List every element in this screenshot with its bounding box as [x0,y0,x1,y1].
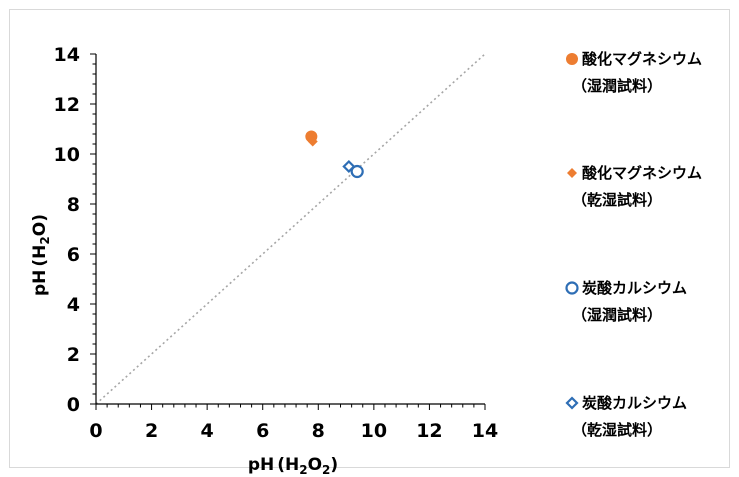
legend-label: 炭酸カルシウム [582,279,687,297]
y-tick-label: 2 [67,344,80,366]
x-tick-label: 2 [145,420,158,442]
y-tick-label: 14 [54,44,80,66]
legend-marker [567,168,577,178]
y-tick-label: 4 [67,294,80,316]
legend-label: 酸化マグネシウム [582,50,702,68]
chart-area [9,9,730,468]
legend-marker [565,396,579,410]
x-tick-label: 10 [361,420,387,442]
y-tick-label: 6 [67,244,80,266]
data-point [350,164,364,179]
y-tick-label: 0 [67,394,80,416]
x-tick-label: 4 [201,420,214,442]
reference-line [95,53,486,405]
x-tick-label: 8 [312,420,325,442]
legend-marker [566,53,578,65]
y-tick-label: 12 [54,94,80,116]
x-tick-label: 12 [416,420,442,442]
legend-label: 炭酸カルシウム [582,394,687,412]
tick-labels: 00 2 2 4 4 6 6 8 8 10 10 12 12 14 14 [54,44,499,442]
legend-entry: 酸化マグネシウム （湿潤試料） [566,50,702,95]
x-tick-label: 14 [472,420,498,442]
legend-label: 酸化マグネシウム [582,164,702,182]
legend-entry: 酸化マグネシウム （乾湿試料） [567,164,702,209]
x-tick-label: 0 [89,420,102,442]
legend-marker [565,281,579,295]
x-axis-title: pH (H2O2) [248,455,338,477]
reference-line-layer [95,53,486,405]
y-axis-title: pH(H2O) [30,214,52,296]
y-tick-label: 10 [54,144,80,166]
x-tick-label: 6 [256,420,269,442]
data-points [305,130,364,179]
legend: 酸化マグネシウム （湿潤試料） 酸化マグネシウム （乾湿試料） 炭酸カルシウム （湿潤試料… [565,50,702,439]
data-point [307,136,318,147]
data-point [342,159,356,174]
axes [90,53,486,410]
legend-label: （乾湿試料） [572,191,662,209]
legend-label: （湿潤試料） [572,77,662,95]
legend-entry: 炭酸カルシウム （乾湿試料） [565,394,687,439]
legend-entry: 炭酸カルシウム （湿潤試料） [565,279,687,324]
legend-label: （乾湿試料） [572,421,662,439]
legend-label: （湿潤試料） [572,306,662,324]
y-tick-label: 8 [67,194,80,216]
